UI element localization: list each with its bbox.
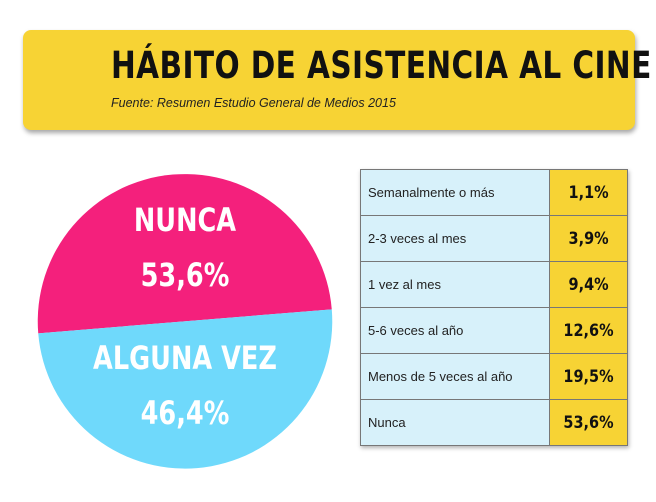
table-cell-label: Nunca	[360, 399, 550, 446]
table-row: 5-6 veces al año 12,6%	[360, 307, 628, 354]
table-value-text: 3,9%	[568, 228, 609, 249]
table-cell-label: 5-6 veces al año	[360, 307, 550, 354]
pie-slice-nunca	[37, 174, 332, 334]
table-value-text: 9,4%	[568, 274, 609, 295]
table-row: Nunca 53,6%	[360, 399, 628, 446]
source-note: Fuente: Resumen Estudio General de Medio…	[111, 96, 396, 110]
table-value-text: 1,1%	[568, 182, 609, 203]
table-cell-value: 53,6%	[549, 399, 628, 446]
frequency-table: Semanalmente o más 1,1% 2-3 veces al mes 3,…	[360, 169, 628, 446]
table-cell-label: Semanalmente o más	[360, 169, 550, 216]
table-cell-label: Menos de 5 veces al año	[360, 353, 550, 400]
table-row: Menos de 5 veces al año 19,5%	[360, 353, 628, 400]
pie-label-alguna-vez-value: 46,4%	[141, 394, 230, 432]
table-cell-label: 2-3 veces al mes	[360, 215, 550, 262]
table-cell-value: 3,9%	[549, 215, 628, 262]
table-cell-label: 1 vez al mes	[360, 261, 550, 308]
table-cell-value: 9,4%	[549, 261, 628, 308]
table-value-text: 53,6%	[563, 412, 614, 433]
table-row: 2-3 veces al mes 3,9%	[360, 215, 628, 262]
table-value-text: 19,5%	[563, 366, 614, 387]
table-cell-value: 19,5%	[549, 353, 628, 400]
table-row: Semanalmente o más 1,1%	[360, 169, 628, 216]
table-cell-value: 1,1%	[549, 169, 628, 216]
pie-label-alguna-vez-name: ALGUNA VEZ	[93, 339, 277, 377]
pie-slice-alguna-vez	[38, 309, 333, 469]
chart-title: HÁBITO DE ASISTENCIA AL CINE	[111, 44, 652, 87]
title-banner: HÁBITO DE ASISTENCIA AL CINE Fuente: Res…	[23, 30, 651, 130]
table-cell-value: 12,6%	[549, 307, 628, 354]
table-value-text: 12,6%	[563, 320, 614, 341]
table-row: 1 vez al mes 9,4%	[360, 261, 628, 308]
pie-label-nunca-value: 53,6%	[141, 256, 230, 294]
pie-label-nunca-name: NUNCA	[134, 201, 237, 239]
